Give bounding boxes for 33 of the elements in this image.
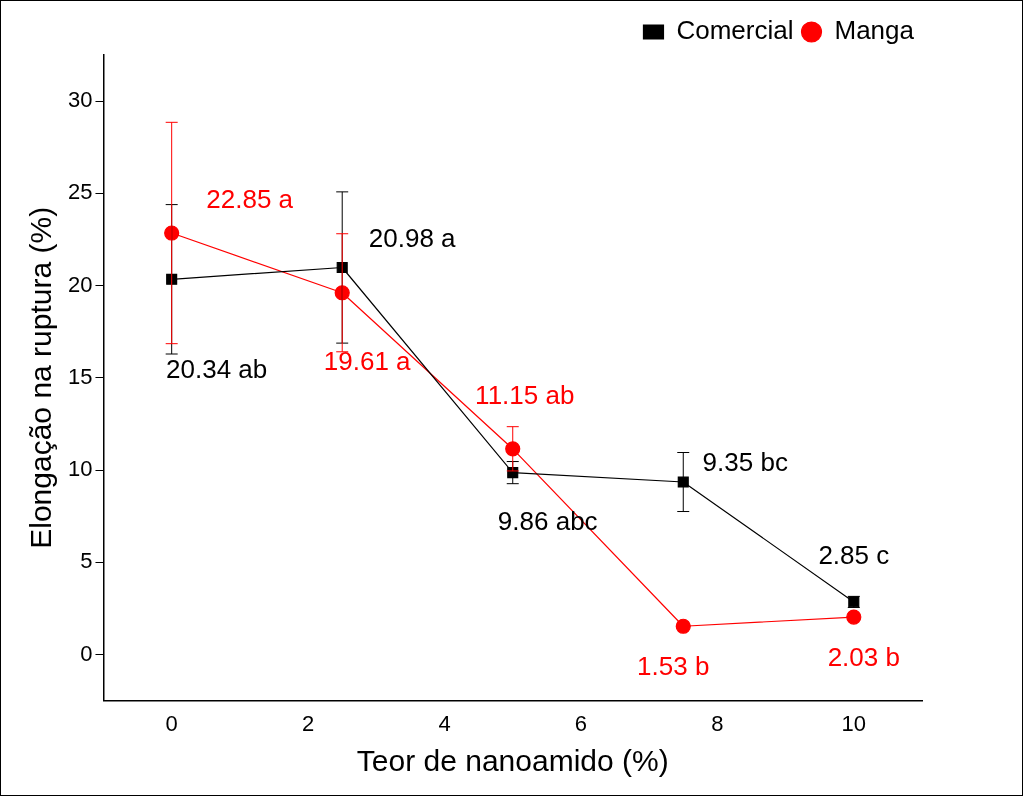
x-tick-label: 0 xyxy=(165,710,178,736)
y-tick-label: 20 xyxy=(67,271,93,297)
data-label: 20.34 ab xyxy=(166,354,268,385)
y-tick-label: 30 xyxy=(67,87,93,113)
data-label: 19.61 a xyxy=(323,345,412,376)
x-tick-label: 2 xyxy=(301,710,315,736)
point xyxy=(334,285,350,301)
point xyxy=(846,609,862,625)
data-label: 2.03 b xyxy=(827,642,900,673)
x-tick-label: 10 xyxy=(841,710,867,736)
data-label: 22.85 a xyxy=(206,184,294,215)
x-tick-label: 4 xyxy=(438,710,451,736)
y-tick-label: 0 xyxy=(80,640,93,666)
y-tick-label: 15 xyxy=(67,363,93,389)
legend-label: Comercial xyxy=(676,15,794,46)
point xyxy=(675,618,691,634)
data-label: 1.53 b xyxy=(637,651,710,682)
data-label: 2.85 c xyxy=(818,540,890,571)
data-label: 20.98 a xyxy=(368,222,457,253)
data-label: 11.15 ab xyxy=(475,379,575,410)
point xyxy=(336,261,348,274)
y-tick-label: 5 xyxy=(80,548,93,574)
point xyxy=(505,441,521,457)
point xyxy=(677,476,689,488)
x-axis-title: Teor de nanoamido (%) xyxy=(356,744,669,778)
y-tick-label: 10 xyxy=(67,456,93,482)
y-axis-title: Elongação na ruptura (%) xyxy=(24,206,58,549)
y-tick-label: 25 xyxy=(67,179,93,205)
x-tick-label: 6 xyxy=(574,710,588,736)
legend-label: Manga xyxy=(834,15,915,46)
x-tick-label: 8 xyxy=(711,710,724,736)
point xyxy=(164,225,180,241)
data-label: 9.35 bc xyxy=(702,447,788,478)
